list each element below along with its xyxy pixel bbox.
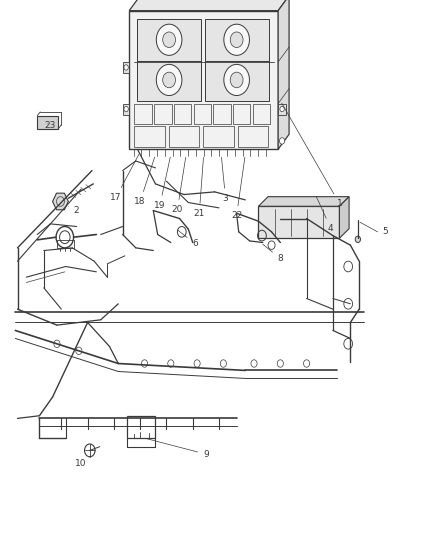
Bar — [57, 240, 74, 248]
Text: 21: 21 — [194, 157, 205, 217]
Polygon shape — [278, 0, 289, 149]
Bar — [253, 103, 270, 124]
Bar — [169, 126, 199, 147]
Circle shape — [230, 72, 243, 88]
Text: 17: 17 — [110, 155, 139, 201]
Text: 20: 20 — [172, 157, 186, 214]
Circle shape — [162, 32, 176, 47]
Bar — [213, 103, 231, 124]
Bar — [258, 206, 339, 238]
Bar — [278, 103, 286, 115]
Text: 22: 22 — [231, 157, 245, 220]
Bar — [205, 19, 268, 61]
Text: 1: 1 — [282, 103, 343, 208]
Polygon shape — [129, 0, 289, 11]
Circle shape — [124, 107, 128, 112]
Bar — [205, 59, 268, 101]
Circle shape — [230, 32, 243, 47]
Bar — [127, 416, 155, 438]
Circle shape — [156, 24, 182, 55]
Text: 2: 2 — [68, 206, 79, 215]
Bar — [137, 19, 201, 61]
Bar — [37, 116, 58, 129]
Circle shape — [280, 107, 284, 112]
Bar — [203, 126, 234, 147]
Text: 9: 9 — [147, 439, 209, 458]
Bar — [134, 126, 165, 147]
Circle shape — [224, 24, 250, 55]
Bar — [154, 103, 172, 124]
Text: 8: 8 — [263, 244, 283, 263]
Bar — [129, 11, 278, 149]
Bar — [238, 126, 268, 147]
Text: 18: 18 — [134, 157, 155, 206]
Bar — [194, 103, 211, 124]
Text: 6: 6 — [177, 230, 198, 248]
Bar — [123, 62, 129, 73]
Circle shape — [156, 64, 182, 95]
Circle shape — [355, 236, 360, 243]
Text: 5: 5 — [382, 228, 389, 236]
Polygon shape — [339, 197, 349, 238]
Text: 10: 10 — [75, 457, 90, 468]
Circle shape — [162, 72, 176, 88]
Polygon shape — [258, 197, 349, 206]
Text: 3: 3 — [222, 157, 229, 203]
Circle shape — [279, 138, 285, 144]
Bar — [233, 103, 251, 124]
Text: 19: 19 — [154, 157, 170, 209]
Bar — [174, 103, 191, 124]
Bar — [137, 59, 201, 101]
Circle shape — [124, 65, 128, 70]
Circle shape — [224, 64, 250, 95]
Text: 23: 23 — [45, 121, 56, 130]
Bar — [123, 103, 129, 115]
Circle shape — [85, 444, 95, 457]
Text: 4: 4 — [316, 197, 333, 232]
Bar — [134, 103, 152, 124]
